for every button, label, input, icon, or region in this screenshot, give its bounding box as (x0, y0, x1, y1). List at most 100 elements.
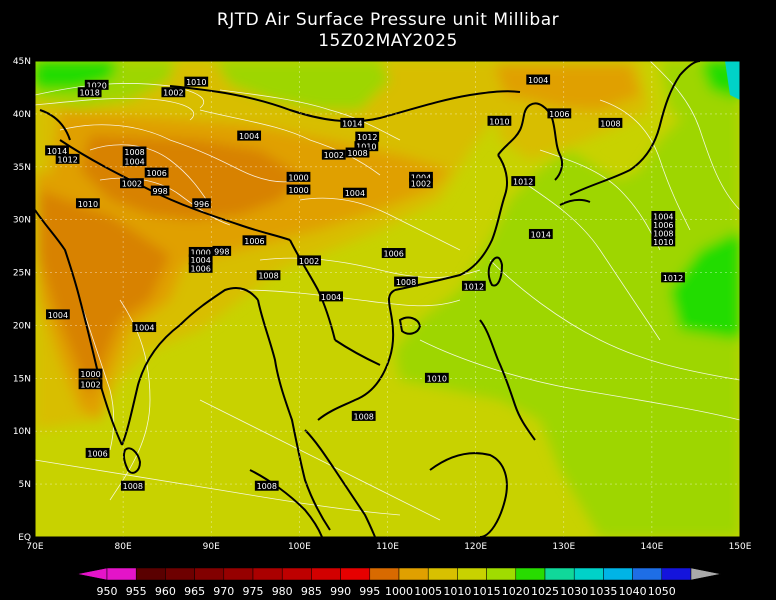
isobar-label-bg (345, 147, 370, 158)
isobar-label-bg (409, 171, 433, 182)
isobar-label-bg (340, 117, 365, 128)
isobar-label-text: 1006 (146, 169, 166, 178)
isobar-label-bg (122, 155, 147, 166)
field-1020-east (670, 230, 740, 340)
isobar-label: 1012 (55, 153, 80, 164)
isobar-label: 1008 (122, 146, 147, 157)
isobar-label-text: 1008 (124, 148, 144, 157)
colorbar-swatch (427, 567, 458, 581)
isobar-label: 1012 (511, 176, 536, 187)
isobar-label-bg (161, 87, 186, 98)
isobar-label: 1006 (188, 262, 213, 273)
colorbar-swatch (165, 567, 195, 581)
isobar-label: 1008 (345, 147, 370, 158)
colorbar-right-arrow (690, 567, 722, 581)
isobar-label-text: 1020 (87, 81, 107, 90)
lat-tick-label: 35N (13, 163, 31, 173)
isobar-label-bg (598, 117, 623, 128)
isobar-label-bg (75, 198, 100, 209)
isobar-label: 1000 (286, 184, 311, 195)
isobar-label-text: 1006 (190, 264, 210, 273)
isobar-label: 1004 (122, 155, 147, 166)
isobar-label-bg (321, 149, 346, 160)
isobar-label: 1012 (461, 280, 486, 291)
isobar-label-bg (184, 76, 209, 87)
isobar-label-bg (45, 145, 69, 156)
isobar-label: 1004 (188, 254, 213, 265)
isobar-label-bg (319, 291, 343, 302)
isobar-label: 1006 (85, 447, 110, 458)
isobar-label-bg (188, 254, 213, 265)
isobar-label-bg (547, 108, 572, 119)
isobar-label-text: 1010 (489, 117, 509, 126)
isobar-label-bg (254, 480, 279, 491)
isobar-label-text: 1004 (321, 293, 341, 302)
isobar-label-bg (192, 198, 211, 209)
isobar-label: 1004 (319, 291, 343, 302)
colorbar-swatch (223, 567, 254, 581)
colorbar-label: 990 (330, 585, 351, 598)
isobar-label: 1010 (184, 76, 209, 87)
isobar-label: 1006 (547, 108, 572, 119)
colorbar: 950 955 960 965 970 975 980 985 990 995 1000 1005 10… (76, 567, 722, 598)
lat-tick-label: 45N (13, 57, 31, 67)
isobar-label-text: 1002 (80, 381, 100, 390)
colorbar-swatch (194, 567, 225, 581)
colorbar-label: 1050 (648, 585, 676, 598)
chart-subtitle: 15Z02MAY2025 (318, 31, 458, 51)
field-1015-north (215, 61, 390, 110)
isobar-label-text: 1006 (653, 221, 673, 230)
colorbar-label: 1010 (443, 585, 471, 598)
lat-tick-label: 5N (19, 480, 31, 490)
isobar-label-text: 1004 (134, 324, 154, 333)
isobar-label-text: 1012 (357, 133, 377, 142)
isobar-label-text: 1000 (190, 248, 210, 257)
lat-tick-label: EQ (18, 533, 31, 543)
longitude-labels: 70E 80E 90E 100E 110E 120E 130E 140E 150E (26, 542, 751, 552)
isobar-label: 1002 (297, 255, 321, 266)
isobar-label: 1004 (651, 210, 676, 221)
colorbar-label: 1005 (414, 585, 442, 598)
isobar-label: 1014 (528, 228, 553, 239)
isobar-label-bg (394, 276, 418, 287)
isobar-label-text: 1018 (79, 89, 99, 98)
isobar-label-text: 1006 (87, 449, 107, 458)
field-995-india (40, 190, 170, 400)
isobar-label-text: 1004 (124, 157, 144, 166)
colorbar-label: 975 (243, 585, 264, 598)
isobar-label-text: 1008 (258, 272, 278, 281)
isobar-label-text: 1002 (299, 257, 319, 266)
isobar-label-text: 1008 (396, 278, 416, 287)
chart-title: RJTD Air Surface Pressure unit Millibar (216, 10, 560, 30)
isobar-label: 1006 (242, 235, 267, 246)
lat-tick-label: 15N (13, 374, 31, 384)
isobar-label-bg (120, 178, 144, 189)
lon-tick-label: 130E (552, 542, 575, 552)
isobar-label-bg (84, 79, 109, 90)
isobar-label-text: 1000 (80, 370, 100, 379)
isobar-label: 1002 (409, 178, 433, 189)
isobar-label: 1000 (78, 368, 103, 379)
coastlines (35, 61, 701, 537)
isobar-label: 1004 (342, 187, 367, 198)
colorbar-swatch (369, 567, 400, 581)
isobar-label-bg (242, 235, 267, 246)
lon-tick-label: 70E (26, 542, 43, 552)
isobar-label-text: 1008 (600, 119, 620, 128)
isobar-label-bg (85, 447, 110, 458)
isobar-label: 1020 (84, 79, 109, 90)
isobar-label-bg (511, 176, 536, 187)
colorbar-swatch (603, 567, 633, 581)
isobar-label-bg (78, 379, 103, 390)
isobar-label-text: 1010 (427, 374, 447, 383)
isobar-label: 1010 (354, 141, 379, 152)
isobar-label-text: 1010 (356, 143, 376, 152)
isobar-label-text: 1002 (411, 180, 431, 189)
isobar-label-bg (132, 322, 157, 333)
latitude-labels: EQ 5N 10N 15N 20N 25N 30N 35N 40N 45N (13, 57, 31, 543)
isobar-label-text: 1000 (288, 173, 308, 182)
isobar-label: 1004 (409, 171, 433, 182)
isobar-label-text: 1006 (244, 237, 264, 246)
colorbar-label: 995 (359, 585, 380, 598)
isobar-label-bg (78, 368, 103, 379)
